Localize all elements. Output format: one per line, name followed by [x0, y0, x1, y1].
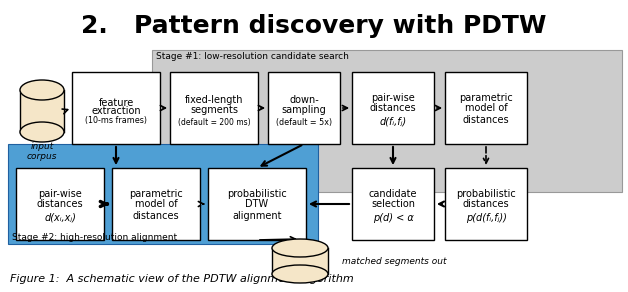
FancyArrowPatch shape [342, 105, 347, 110]
Text: alignment: alignment [232, 211, 282, 221]
FancyArrowPatch shape [260, 237, 295, 242]
Text: candidate: candidate [369, 189, 417, 199]
Text: distances: distances [463, 115, 509, 125]
Bar [20, 90, 64, 132]
FancyArrowPatch shape [311, 201, 349, 206]
Bar [152, 50, 622, 192]
Text: Figure 1:  A schematic view of the PDTW alignment algorithm: Figure 1: A schematic view of the PDTW a… [10, 274, 354, 284]
Text: Stage #2: high-resolution alignment: Stage #2: high-resolution alignment [12, 233, 177, 242]
Bar [112, 168, 200, 240]
Text: model of: model of [134, 199, 177, 209]
Text: 2.   Pattern discovery with PDTW: 2. Pattern discovery with PDTW [81, 14, 547, 38]
FancyArrowPatch shape [62, 109, 68, 114]
FancyArrowPatch shape [484, 147, 489, 163]
Text: (10-ms frames): (10-ms frames) [85, 117, 147, 126]
FancyArrowPatch shape [114, 147, 119, 163]
FancyArrowPatch shape [435, 105, 440, 110]
Bar [72, 72, 160, 144]
Text: parametric: parametric [459, 93, 513, 103]
Bar [352, 72, 434, 144]
FancyArrowPatch shape [261, 145, 301, 166]
Text: p(d(fᵢ,fⱼ)): p(d(fᵢ,fⱼ)) [465, 213, 506, 223]
Bar [272, 248, 328, 274]
Text: matched segments out: matched segments out [342, 256, 447, 265]
Bar [352, 168, 434, 240]
Text: fixed-length: fixed-length [185, 95, 243, 105]
Bar [445, 72, 527, 144]
FancyArrowPatch shape [439, 201, 444, 206]
Text: pair-wise: pair-wise [371, 93, 415, 103]
Text: model of: model of [465, 103, 507, 113]
FancyArrowPatch shape [198, 201, 203, 206]
Ellipse shape [20, 80, 64, 100]
Text: p(d) < α: p(d) < α [372, 213, 413, 223]
FancyArrowPatch shape [258, 105, 263, 110]
Text: probabilistic: probabilistic [456, 189, 516, 199]
FancyArrowPatch shape [100, 201, 107, 206]
Text: extraction: extraction [91, 106, 141, 116]
Text: feature: feature [99, 98, 134, 108]
FancyArrowPatch shape [160, 105, 165, 110]
Text: distances: distances [36, 199, 84, 209]
Text: distances: distances [463, 199, 509, 209]
Text: distances: distances [133, 211, 180, 221]
Bar [8, 144, 318, 244]
Text: distances: distances [370, 103, 416, 113]
FancyArrowPatch shape [391, 147, 396, 163]
Text: parametric: parametric [129, 189, 183, 199]
Text: (default = 200 ms): (default = 200 ms) [178, 117, 251, 126]
Ellipse shape [272, 239, 328, 257]
Bar [445, 168, 527, 240]
Bar [16, 168, 104, 240]
Bar [268, 72, 340, 144]
Text: Stage #1: low-resolution candidate search: Stage #1: low-resolution candidate searc… [156, 52, 349, 61]
Text: sampling: sampling [281, 105, 327, 115]
Text: selection: selection [371, 199, 415, 209]
Text: d(fᵢ,fⱼ): d(fᵢ,fⱼ) [379, 117, 406, 127]
Text: segments: segments [190, 105, 238, 115]
Text: probabilistic: probabilistic [227, 189, 287, 199]
Text: pair-wise: pair-wise [38, 189, 82, 199]
Ellipse shape [20, 122, 64, 142]
Text: input
corpus: input corpus [27, 142, 57, 161]
Text: DTW: DTW [246, 199, 269, 209]
Bar [208, 168, 306, 240]
Text: (default = 5x): (default = 5x) [276, 117, 332, 126]
Text: down-: down- [289, 95, 319, 105]
Text: d(xᵢ,xⱼ): d(xᵢ,xⱼ) [44, 213, 76, 223]
Ellipse shape [272, 265, 328, 283]
Bar [170, 72, 258, 144]
